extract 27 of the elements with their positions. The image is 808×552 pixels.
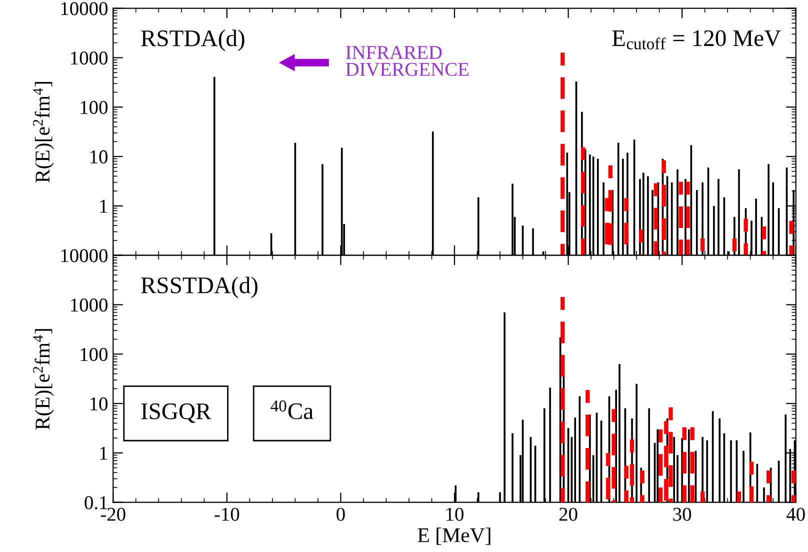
x-tick-label: 30 [673, 508, 692, 521]
y-tick-label: 1 [100, 200, 108, 213]
y-axis-title: R(E)[e$^{2}$fm$^{4}$] [33, 329, 54, 430]
y-tick-label: 1 [100, 446, 108, 460]
x-tick-label: 10 [446, 508, 464, 521]
y-tick-label: 10000 [61, 249, 108, 262]
x-axis-title: E [MeV] [418, 528, 490, 545]
x-tick-label: 0 [336, 508, 345, 521]
annotation: $^{40}$Ca [270, 400, 314, 420]
y-tick-label: 10 [90, 150, 108, 164]
y-tick-label: 10000 [61, 2, 108, 16]
x-tick-label: -10 [214, 508, 240, 521]
x-tick-label: -20 [100, 508, 126, 521]
y-tick-label: 10 [90, 397, 108, 410]
annotation: E$_{cutoff}$ = 120 MeV [612, 30, 781, 50]
annotation: RSSTDA(d) [141, 276, 258, 298]
x-tick-label: 20 [559, 508, 578, 521]
y-tick-label: 100 [80, 100, 108, 114]
annotation: INFRARED DIVERGENCE [346, 46, 469, 76]
y-tick-label: 0.1 [84, 496, 108, 510]
x-tick-label: 40 [786, 508, 805, 521]
y-tick-label: 100 [80, 348, 108, 362]
y-tick-label: 1000 [71, 52, 108, 65]
y-tick-label: 1000 [71, 298, 108, 312]
annotation: ISGQR [141, 403, 212, 423]
annotation: RSTDA(d) [141, 30, 244, 52]
y-axis-title: R(E)[e$^{2}$fm$^{4}$] [33, 82, 54, 183]
